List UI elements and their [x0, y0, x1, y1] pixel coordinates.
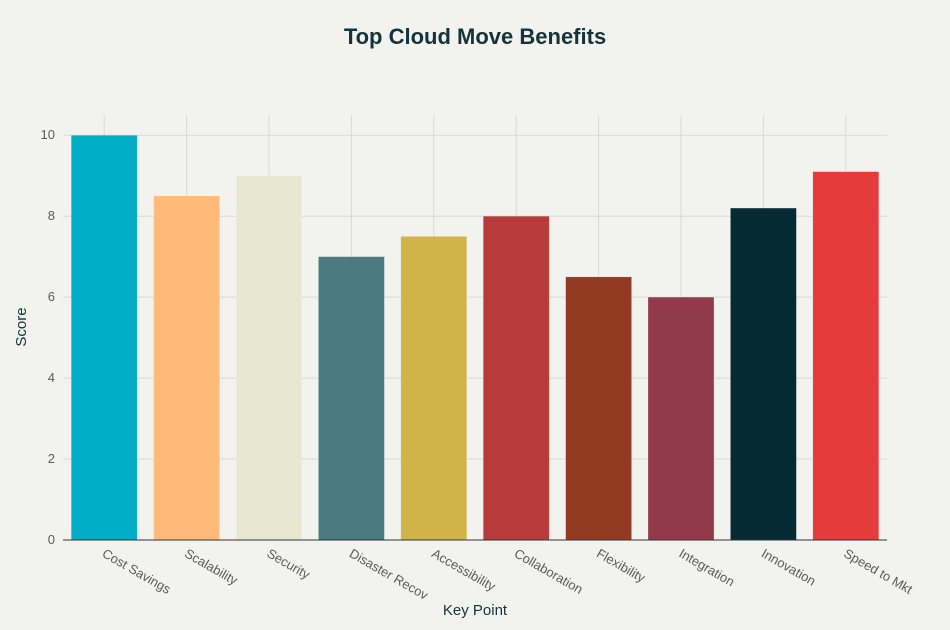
x-axis-title: Key Point	[443, 602, 508, 619]
x-tick-label: Speed to Mkt	[841, 546, 915, 597]
x-tick-label: Accessibility	[429, 546, 498, 595]
bar-speed-to-mkt	[812, 171, 880, 541]
x-tick-label: Integration	[677, 546, 738, 590]
bar-flexibility	[565, 276, 632, 541]
bars	[70, 134, 880, 541]
bar-innovation	[730, 207, 797, 541]
bar-scalability	[153, 195, 220, 541]
x-tick-label: Disaster Recov	[347, 546, 431, 603]
bar-disaster-recov	[318, 256, 385, 541]
y-tick-label: 0	[48, 532, 55, 547]
y-tick-label: 10	[41, 127, 55, 142]
x-tick-label: Security	[265, 546, 314, 583]
bar-accessibility	[400, 236, 468, 541]
y-tick-label: 4	[48, 370, 55, 385]
x-tick-labels: Cost Savings Scalability Security Disaster …	[100, 546, 916, 603]
x-tick-label: Flexibility	[594, 546, 648, 586]
y-tick-label: 8	[48, 208, 55, 223]
bar-integration	[647, 296, 715, 541]
x-tick-label: Collaboration	[512, 546, 586, 597]
y-tick-label: 2	[48, 451, 55, 466]
x-tick-label: Innovation	[759, 546, 818, 589]
bar-collaboration	[482, 215, 550, 541]
x-tick-label: Scalability	[182, 546, 241, 589]
x-tick-label: Cost Savings	[100, 546, 174, 598]
y-axis-title: Score	[13, 307, 30, 346]
y-tick-labels: 0 2 4 6 8 10	[41, 127, 55, 547]
y-tick-label: 6	[48, 289, 55, 304]
bar-security	[235, 175, 303, 541]
chart-title: Top Cloud Move Benefits	[344, 24, 606, 49]
bar-cost-savings	[70, 134, 138, 541]
